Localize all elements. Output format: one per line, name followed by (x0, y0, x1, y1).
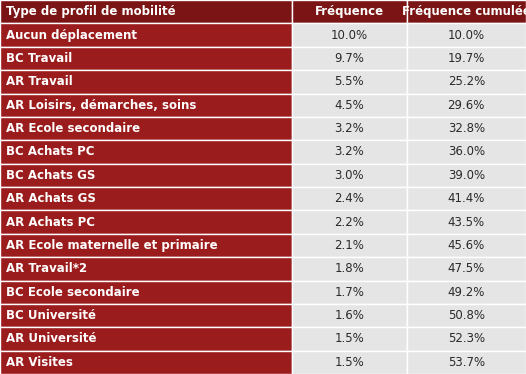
Text: AR Ecole maternelle et primaire: AR Ecole maternelle et primaire (6, 239, 218, 252)
Bar (0, 117, 292, 140)
Bar (407, 47, 526, 70)
Text: 19.7%: 19.7% (448, 52, 485, 65)
Bar (292, 164, 407, 187)
Bar (292, 94, 407, 117)
Text: AR Visites: AR Visites (6, 356, 73, 369)
Text: 1.7%: 1.7% (335, 286, 364, 299)
Text: 47.5%: 47.5% (448, 262, 485, 275)
Bar (0, 0, 292, 23)
Text: AR Travail*2: AR Travail*2 (6, 262, 87, 275)
Text: BC Ecole secondaire: BC Ecole secondaire (6, 286, 140, 299)
Text: 9.7%: 9.7% (335, 52, 364, 65)
Bar (292, 23, 407, 47)
Text: BC Achats PC: BC Achats PC (6, 145, 95, 159)
Text: AR Loisirs, démarches, soins: AR Loisirs, démarches, soins (6, 99, 197, 112)
Text: 10.0%: 10.0% (448, 28, 485, 42)
Text: 3.2%: 3.2% (335, 145, 364, 159)
Bar (292, 210, 407, 234)
Bar (0, 257, 292, 280)
Bar (407, 304, 526, 327)
Bar (292, 234, 407, 257)
Text: 5.5%: 5.5% (335, 75, 364, 88)
Bar (292, 187, 407, 210)
Text: Aucun déplacement: Aucun déplacement (6, 28, 137, 42)
Text: AR Travail: AR Travail (6, 75, 73, 88)
Text: 10.0%: 10.0% (331, 28, 368, 42)
Bar (0, 280, 292, 304)
Text: 45.6%: 45.6% (448, 239, 485, 252)
Bar (407, 351, 526, 374)
Bar (407, 70, 526, 94)
Bar (292, 117, 407, 140)
Text: Fréquence cumulée: Fréquence cumulée (402, 5, 526, 18)
Bar (292, 351, 407, 374)
Text: Fréquence: Fréquence (315, 5, 384, 18)
Bar (407, 94, 526, 117)
Text: Type de profil de mobilité: Type de profil de mobilité (6, 5, 176, 18)
Text: 49.2%: 49.2% (448, 286, 485, 299)
Text: 1.5%: 1.5% (335, 332, 364, 346)
Bar (0, 164, 292, 187)
Bar (407, 23, 526, 47)
Bar (407, 280, 526, 304)
Text: 52.3%: 52.3% (448, 332, 485, 346)
Text: 43.5%: 43.5% (448, 215, 485, 229)
Text: 32.8%: 32.8% (448, 122, 485, 135)
Text: 2.2%: 2.2% (335, 215, 364, 229)
Bar (407, 234, 526, 257)
Bar (292, 280, 407, 304)
Bar (0, 140, 292, 164)
Bar (407, 164, 526, 187)
Bar (0, 234, 292, 257)
Bar (0, 47, 292, 70)
Text: 1.5%: 1.5% (335, 356, 364, 369)
Text: 41.4%: 41.4% (448, 192, 485, 205)
Text: 2.1%: 2.1% (335, 239, 364, 252)
Text: 50.8%: 50.8% (448, 309, 485, 322)
Bar (0, 210, 292, 234)
Text: 3.2%: 3.2% (335, 122, 364, 135)
Bar (292, 257, 407, 280)
Bar (0, 304, 292, 327)
Text: AR Achats PC: AR Achats PC (6, 215, 95, 229)
Text: 4.5%: 4.5% (335, 99, 364, 112)
Text: AR Ecole secondaire: AR Ecole secondaire (6, 122, 140, 135)
Text: BC Université: BC Université (6, 309, 96, 322)
Text: BC Achats GS: BC Achats GS (6, 169, 96, 182)
Text: 3.0%: 3.0% (335, 169, 364, 182)
Text: AR Université: AR Université (6, 332, 97, 346)
Bar (0, 327, 292, 351)
Bar (407, 0, 526, 23)
Bar (292, 140, 407, 164)
Bar (292, 47, 407, 70)
Text: 25.2%: 25.2% (448, 75, 485, 88)
Bar (407, 140, 526, 164)
Bar (407, 187, 526, 210)
Text: 36.0%: 36.0% (448, 145, 485, 159)
Bar (0, 70, 292, 94)
Bar (407, 210, 526, 234)
Bar (292, 0, 407, 23)
Text: 39.0%: 39.0% (448, 169, 485, 182)
Bar (292, 70, 407, 94)
Text: 53.7%: 53.7% (448, 356, 485, 369)
Text: BC Travail: BC Travail (6, 52, 73, 65)
Text: 2.4%: 2.4% (335, 192, 364, 205)
Text: 29.6%: 29.6% (448, 99, 485, 112)
Text: 1.6%: 1.6% (335, 309, 364, 322)
Text: AR Achats GS: AR Achats GS (6, 192, 96, 205)
Bar (0, 351, 292, 374)
Bar (0, 23, 292, 47)
Bar (407, 117, 526, 140)
Bar (0, 94, 292, 117)
Bar (0, 187, 292, 210)
Bar (292, 327, 407, 351)
Bar (407, 257, 526, 280)
Bar (292, 304, 407, 327)
Text: 1.8%: 1.8% (335, 262, 364, 275)
Bar (407, 327, 526, 351)
